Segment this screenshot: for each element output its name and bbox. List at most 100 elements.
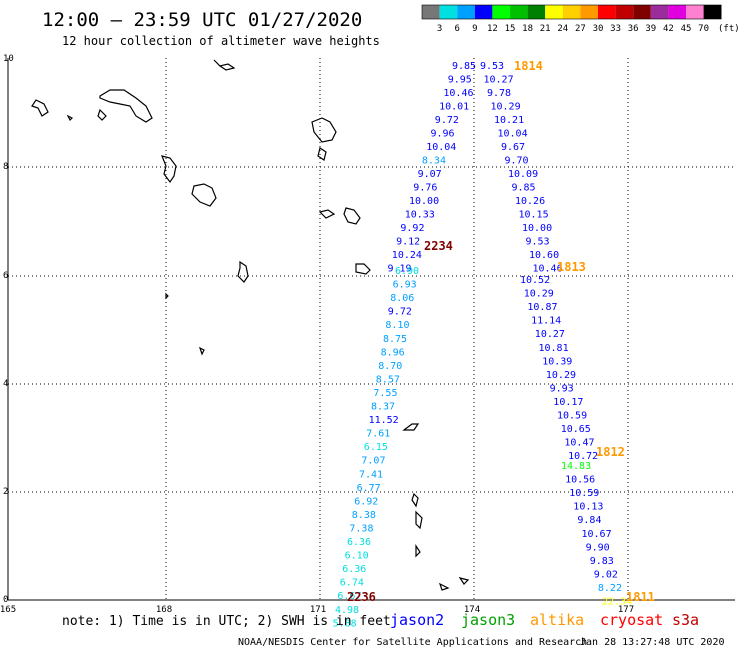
legend-label: 36 [628, 24, 639, 34]
altimeter-tracks: 9.53 10.27 9.78 10.29 10.21 10.04 9.67 9.70 10.0… [333, 59, 655, 629]
mission-jason3: jason3 [461, 611, 515, 629]
legend-swatch [457, 5, 475, 19]
wave-height-value: 8.37 [371, 402, 395, 413]
wave-height-value: 8.06 [390, 293, 414, 304]
wave-height-value: 10.65 [561, 424, 591, 435]
track-1814: 9.53 10.27 9.78 10.29 10.21 10.04 9.67 9.70 10.0… [480, 59, 563, 275]
wave-height-value: 11.52 [369, 415, 399, 426]
map-title: 12:00 – 23:59 UTC 01/27/2020 [42, 9, 362, 31]
wave-height-value: 10.29 [491, 102, 521, 113]
wave-height-value: 10.33 [405, 210, 435, 221]
wave-height-value: 6.67 [337, 591, 361, 602]
mission-s3a: s3a [672, 611, 699, 629]
pass-time-label: 2236 [347, 590, 376, 604]
wave-height-value: 10.13 [573, 502, 603, 513]
wave-height-value: 10.00 [522, 223, 552, 234]
legend-swatch [439, 5, 458, 19]
longitude-labels: 165 168 171 174 177 [0, 605, 634, 615]
wave-height-value: 11.14 [531, 316, 561, 327]
legend-swatch [492, 5, 510, 19]
track-2234: 9.85 9.95 10.46 10.01 9.72 9.96 10.04 8.34 9.07 9… [388, 61, 477, 275]
wave-height-value: 6.10 [345, 551, 369, 562]
wave-height-value: 8.38 [352, 510, 376, 521]
latitude-label: 2 [3, 487, 8, 497]
wave-height-value: 8.22 [598, 583, 622, 594]
wave-height-value: 10.01 [439, 102, 469, 113]
longitude-label: 171 [310, 605, 326, 615]
wave-height-value: 7.61 [366, 429, 390, 440]
wave-height-value: 10.09 [508, 169, 538, 180]
wave-height-value: 7.07 [361, 456, 385, 467]
wave-height-value: 6.92 [354, 496, 378, 507]
legend-swatch [668, 5, 686, 19]
wave-height-value: 9.12 [396, 237, 420, 248]
wave-height-value: 10.87 [527, 302, 557, 313]
latitude-label: 8 [3, 162, 8, 172]
legend-label: 3 [437, 24, 442, 34]
longitude-label: 174 [464, 605, 480, 615]
wave-height-value: 10.72 [568, 451, 598, 462]
footer-note: note: 1) Time is in UTC; 2) SWH is in fe… [62, 614, 391, 629]
wave-height-value: 10.24 [392, 250, 422, 261]
wave-height-value: 9.90 [586, 542, 610, 553]
wave-height-value: 10.47 [564, 438, 594, 449]
legend-unit: (ft) [718, 24, 740, 34]
pass-time-label: 1811 [626, 590, 655, 604]
wave-height-value: 6.74 [340, 578, 364, 589]
legend-label: 6 [454, 24, 459, 34]
mission-altika: altika [530, 611, 584, 629]
wave-height-value: 8.70 [378, 361, 402, 372]
legend-swatch [422, 5, 440, 19]
wave-height-value: 9.70 [505, 156, 529, 167]
legend-swatch [562, 5, 581, 19]
pass-time-label: 1812 [596, 445, 625, 459]
wave-height-value: 10.00 [409, 196, 439, 207]
wave-height-value: 10.46 [443, 88, 473, 99]
legend-swatch [580, 5, 598, 19]
wave-height-value: 9.53 [480, 61, 504, 72]
legend-label: 24 [557, 24, 568, 34]
wave-height-value: 7.38 [349, 523, 373, 534]
wave-height-value: 8.10 [385, 320, 409, 331]
mission-jason2: jason2 [390, 611, 444, 629]
legend-label: 27 [575, 24, 586, 34]
longitude-label: 177 [618, 605, 634, 615]
legend-label: 30 [593, 24, 604, 34]
legend-label: 33 [610, 24, 621, 34]
wave-height-value: 10.21 [494, 115, 524, 126]
wave-height-value: 9.53 [526, 237, 550, 248]
legend-swatch [598, 5, 616, 19]
wave-height-value: 10.29 [546, 370, 576, 381]
wave-height-value: 10.60 [529, 250, 559, 261]
track-1812: 14.83 10.56 10.59 10.13 9.84 10.67 9.90 9.83 9.0… [561, 445, 632, 608]
wave-height-value: 10.17 [553, 397, 583, 408]
legend-label: 18 [522, 24, 533, 34]
latitude-label: 0 [3, 595, 8, 605]
color-scale-labels: 3 6 9 12 15 18 21 24 27 30 33 36 39 42 45 70 [437, 24, 709, 34]
map-subtitle: 12 hour collection of altimeter wave hei… [62, 34, 380, 48]
pass-time-label: 1813 [557, 260, 586, 274]
legend-swatch [527, 5, 546, 19]
wave-height-value: 6.36 [342, 564, 366, 575]
wave-height-value: 5.88 [333, 618, 357, 629]
wave-height-value: 10.39 [542, 356, 572, 367]
wave-height-value: 9.83 [590, 556, 614, 567]
wave-height-value: 9.85 [452, 61, 476, 72]
wave-height-value: 9.76 [413, 183, 437, 194]
wave-height-value: 9.02 [594, 569, 618, 580]
pass-time-label: 1814 [514, 59, 543, 73]
legend-swatch [703, 5, 722, 19]
wave-height-value: 10.46 [533, 264, 563, 275]
legend-label: 12 [487, 24, 498, 34]
legend-swatch [633, 5, 651, 19]
legend-label: 21 [540, 24, 551, 34]
latitude-label: 10 [3, 54, 14, 64]
track-1813: 10.52 10.29 10.87 11.14 10.27 10.81 10.39 10.29… [520, 260, 598, 462]
longitude-label: 165 [0, 605, 16, 615]
wave-height-value: 10.15 [519, 210, 549, 221]
wave-height-value: 7.55 [373, 388, 397, 399]
wave-height-value: 8.75 [383, 334, 407, 345]
legend-label: 15 [505, 24, 516, 34]
legend-swatch [545, 5, 563, 19]
